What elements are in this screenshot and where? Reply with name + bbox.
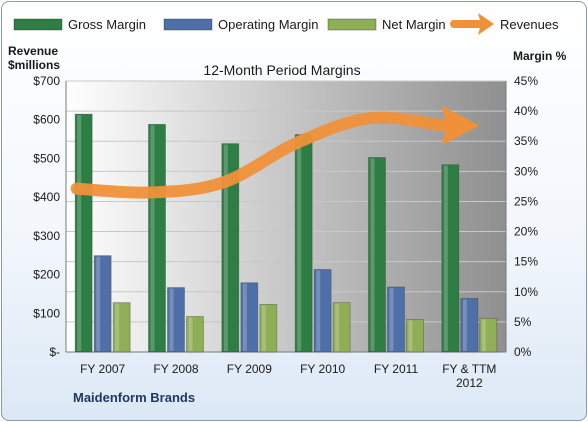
left-tick-label: $300: [33, 229, 60, 243]
gross-margin-bar: [441, 164, 460, 353]
legend-arrow-head: [478, 13, 494, 35]
right-tick-label: 10%: [514, 285, 538, 299]
right-y-axis: 0% 5% 10% 15% 20% 25% 30% 35% 40% 45%: [514, 74, 538, 359]
operating-margin-bar: [460, 298, 479, 353]
bar-highlight: [242, 283, 247, 351]
brand-label: Maidenform Brands: [73, 390, 195, 405]
left-tick-label: $-: [49, 345, 60, 359]
operating-margin-bar: [313, 269, 332, 353]
bar-highlight: [370, 158, 375, 351]
bar-highlight: [481, 319, 486, 351]
operating-margin-bar: [167, 287, 185, 353]
x-tick-label: FY 2008: [153, 362, 198, 376]
right-tick-label: 0%: [514, 345, 532, 359]
legend-swatch: [13, 18, 63, 31]
bar-highlight: [316, 270, 321, 351]
left-tick-label: $400: [33, 190, 60, 204]
net-margin-bar: [186, 316, 204, 353]
net-margin-bar: [479, 317, 498, 353]
legend-label: Operating Margin: [218, 17, 318, 32]
gross-margin-bar: [368, 157, 386, 353]
left-y-axis: $- $100 $200 $300 $400 $500 $600 $700: [33, 74, 60, 359]
right-tick-label: 20%: [514, 225, 538, 239]
left-tick-label: $200: [33, 268, 60, 282]
right-tick-label: 30%: [514, 164, 538, 178]
bar-highlight: [77, 115, 82, 351]
net-margin-bar: [112, 302, 131, 353]
gross-margin-bar: [74, 113, 93, 353]
legend-swatch: [163, 18, 213, 31]
right-tick-label: 40%: [514, 104, 538, 118]
right-tick-label: 45%: [514, 74, 538, 88]
revenue-trend-arrow: [70, 105, 480, 199]
left-tick-label: $500: [33, 151, 60, 165]
legend-label: Revenues: [500, 17, 559, 32]
legend-label: Net Margin: [382, 17, 446, 32]
gross-margin-bar: [221, 143, 240, 353]
bar-highlight: [115, 303, 120, 351]
right-tick-label: 35%: [514, 134, 538, 148]
legend: Gross Margin Operating Margin Net Margin Re…: [13, 13, 559, 35]
left-tick-label: $600: [33, 113, 60, 127]
bar-highlight: [389, 287, 394, 351]
operating-margin-bar: [387, 286, 405, 353]
bar-highlight: [150, 125, 155, 351]
net-margin-bar: [259, 304, 278, 353]
chart-title: 12-Month Period Margins: [203, 62, 360, 78]
legend-label: Gross Margin: [68, 17, 146, 32]
operating-margin-bar: [93, 255, 112, 353]
left-axis-title-line1: Revenue: [8, 44, 58, 58]
x-tick-label: FY 2007: [80, 362, 125, 376]
x-tick-label: FY 2011: [374, 362, 419, 376]
x-tick-label: FY 2010: [300, 362, 345, 376]
net-margin-bar: [406, 319, 424, 353]
bar-highlight: [297, 135, 302, 351]
bar-highlight: [462, 299, 467, 351]
right-tick-label: 5%: [514, 315, 532, 329]
gross-margin-bar: [148, 123, 166, 353]
x-axis: FY 2007 FY 2008 FY 2009 FY 2010 FY 2011 FY & …: [80, 362, 496, 390]
bar-highlight: [335, 303, 340, 351]
bar-highlight: [261, 305, 266, 351]
right-axis-title: Margin %: [513, 49, 567, 63]
legend-swatch: [327, 18, 377, 31]
revenue-trend-line: [70, 111, 450, 199]
x-tick-label: 2012: [456, 376, 483, 390]
left-tick-label: $700: [33, 74, 60, 88]
gridlines: [65, 80, 507, 353]
bar-highlight: [223, 144, 228, 351]
revenue-arrow-head: [441, 105, 480, 146]
net-margin-bar: [332, 302, 351, 353]
x-tick-label: FY 2009: [227, 362, 272, 376]
bar-highlight: [443, 165, 448, 351]
bar-highlight: [169, 288, 174, 351]
bars: [74, 113, 498, 353]
left-axis-title-line2: $millions: [8, 58, 60, 72]
right-tick-label: 25%: [514, 194, 538, 208]
right-tick-label: 15%: [514, 255, 538, 269]
x-tick-label: FY & TTM: [442, 362, 496, 376]
bar-highlight: [96, 256, 101, 351]
bar-highlight: [188, 317, 193, 351]
left-tick-label: $100: [33, 306, 60, 320]
operating-margin-bar: [240, 282, 259, 353]
bar-highlight: [408, 320, 413, 351]
